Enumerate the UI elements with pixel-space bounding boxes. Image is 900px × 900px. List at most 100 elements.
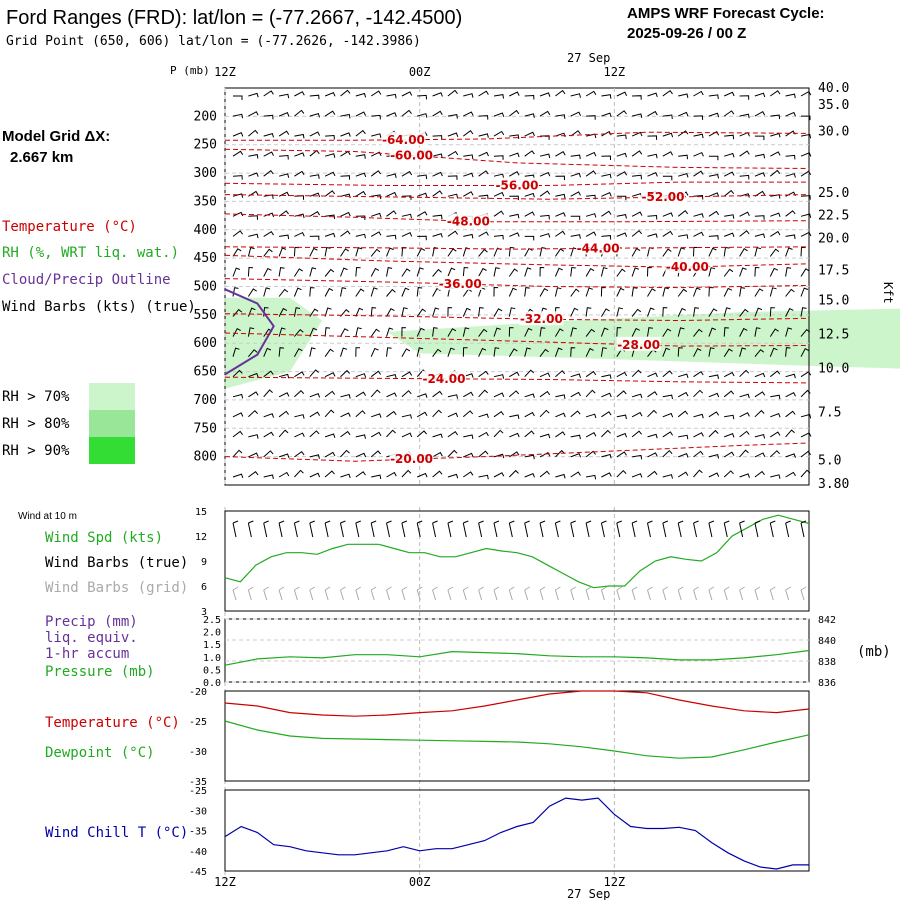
wind-barb [463, 233, 474, 239]
wind-barb [278, 327, 286, 337]
wind-barb-grid [739, 586, 745, 601]
wind-barb [662, 151, 674, 157]
wind-barb [447, 307, 453, 317]
wind-barb [447, 89, 458, 97]
cloud-outline [224, 288, 275, 376]
wind-barb [524, 113, 535, 118]
wind-barb [447, 449, 458, 458]
wind-barb [754, 288, 764, 297]
time-tick-label-top: 12Z [603, 65, 625, 79]
wind-barb-true [600, 520, 607, 538]
wind-barb [677, 471, 689, 478]
wind-panel-tick-label: 3 [201, 607, 207, 618]
wind-barb [416, 247, 426, 257]
temperature-contour-label-bg [389, 451, 434, 466]
wind-barb [278, 267, 285, 277]
wind-barb-true [508, 520, 515, 538]
temperature-contour [224, 246, 810, 250]
wind-barb-grid [708, 586, 715, 601]
wind-barb [432, 390, 443, 398]
wind-barb [279, 93, 290, 99]
wind-barb [524, 472, 535, 478]
wind-barb [739, 327, 748, 337]
wind-barb [693, 213, 704, 218]
wind-barb [739, 211, 750, 217]
wind-barb [693, 307, 699, 317]
wind-barb [340, 175, 351, 180]
wind-barb [263, 287, 271, 297]
wind-barb-grid [631, 586, 638, 601]
wind-barb [478, 115, 489, 120]
pressure-tick-label: 842 [818, 615, 836, 626]
wind-barb [616, 414, 627, 420]
wind-barb [478, 413, 489, 419]
wind-barb-true [646, 520, 653, 538]
wind-barb [463, 373, 474, 378]
wind-barb [248, 409, 258, 418]
wind-barb [723, 451, 735, 458]
wind-barb [800, 133, 812, 139]
wind-barb-true [754, 520, 761, 538]
wind-barb [554, 248, 565, 257]
wind-barb [340, 308, 350, 317]
wind-barb [769, 347, 778, 357]
time-tick-label-top: 12Z [214, 65, 236, 79]
wind-barb [233, 95, 243, 100]
wind-barb [432, 247, 439, 257]
wind-barb-true [800, 520, 807, 538]
wind-barb [386, 429, 396, 438]
wind-barb [493, 286, 499, 297]
wind-barb [493, 234, 504, 240]
wind-barb [386, 234, 397, 240]
wind-barb [539, 409, 550, 418]
wind-barb-grid [570, 586, 576, 601]
wind-barb [355, 373, 367, 378]
wind-barb [325, 134, 335, 140]
wind-barb [493, 210, 505, 217]
wind-barb [586, 115, 596, 120]
wind-barb [493, 130, 505, 137]
wind-barb [401, 109, 412, 117]
wind-barb [416, 308, 426, 317]
wind-barb [247, 288, 257, 297]
wind-barb [724, 214, 735, 219]
pressure-tick-label: 500 [194, 280, 217, 295]
wind-barb [309, 149, 320, 157]
wind-barb [463, 434, 474, 440]
wind-barb-true [432, 520, 438, 538]
wind-barb-true [693, 520, 699, 538]
wind-barb [340, 347, 348, 357]
wind-barb [371, 413, 382, 418]
wind-barb [693, 432, 704, 438]
precip-tick-label: 1.0 [203, 653, 221, 664]
wind-barb [293, 246, 300, 257]
wind-barb-grid [416, 586, 423, 601]
wind-barb [340, 328, 349, 337]
wind-barb [539, 110, 551, 117]
wind-barb [432, 190, 443, 197]
wind-barb [278, 410, 289, 418]
rh-level-80: RH > 80% [2, 416, 70, 432]
wind-barb [754, 307, 763, 317]
wind-barb [294, 432, 305, 438]
temperature-contour-label-bg [438, 276, 483, 291]
temperature-panel-frame [224, 690, 810, 782]
wind-barb [386, 112, 397, 117]
wind-barb [693, 194, 704, 200]
wind-barb [462, 327, 470, 337]
wind-barb [324, 470, 335, 478]
wind-barb [647, 433, 658, 439]
wind-barb [770, 90, 781, 97]
wind-barb-grid [769, 586, 776, 601]
wind-barb [708, 392, 720, 398]
wind-barb [662, 248, 672, 257]
wind-barb [723, 246, 730, 257]
wind-chill-panel-tick-label: -30 [189, 806, 207, 817]
wind-barb [248, 233, 259, 239]
wind-barb [586, 474, 597, 480]
wind-barb [493, 411, 505, 418]
wind-barb [509, 232, 520, 237]
wind-panel-tick-label: 15 [195, 507, 207, 518]
wind-barb [693, 328, 703, 337]
temperature-contour-label: -60.00 [390, 148, 433, 162]
